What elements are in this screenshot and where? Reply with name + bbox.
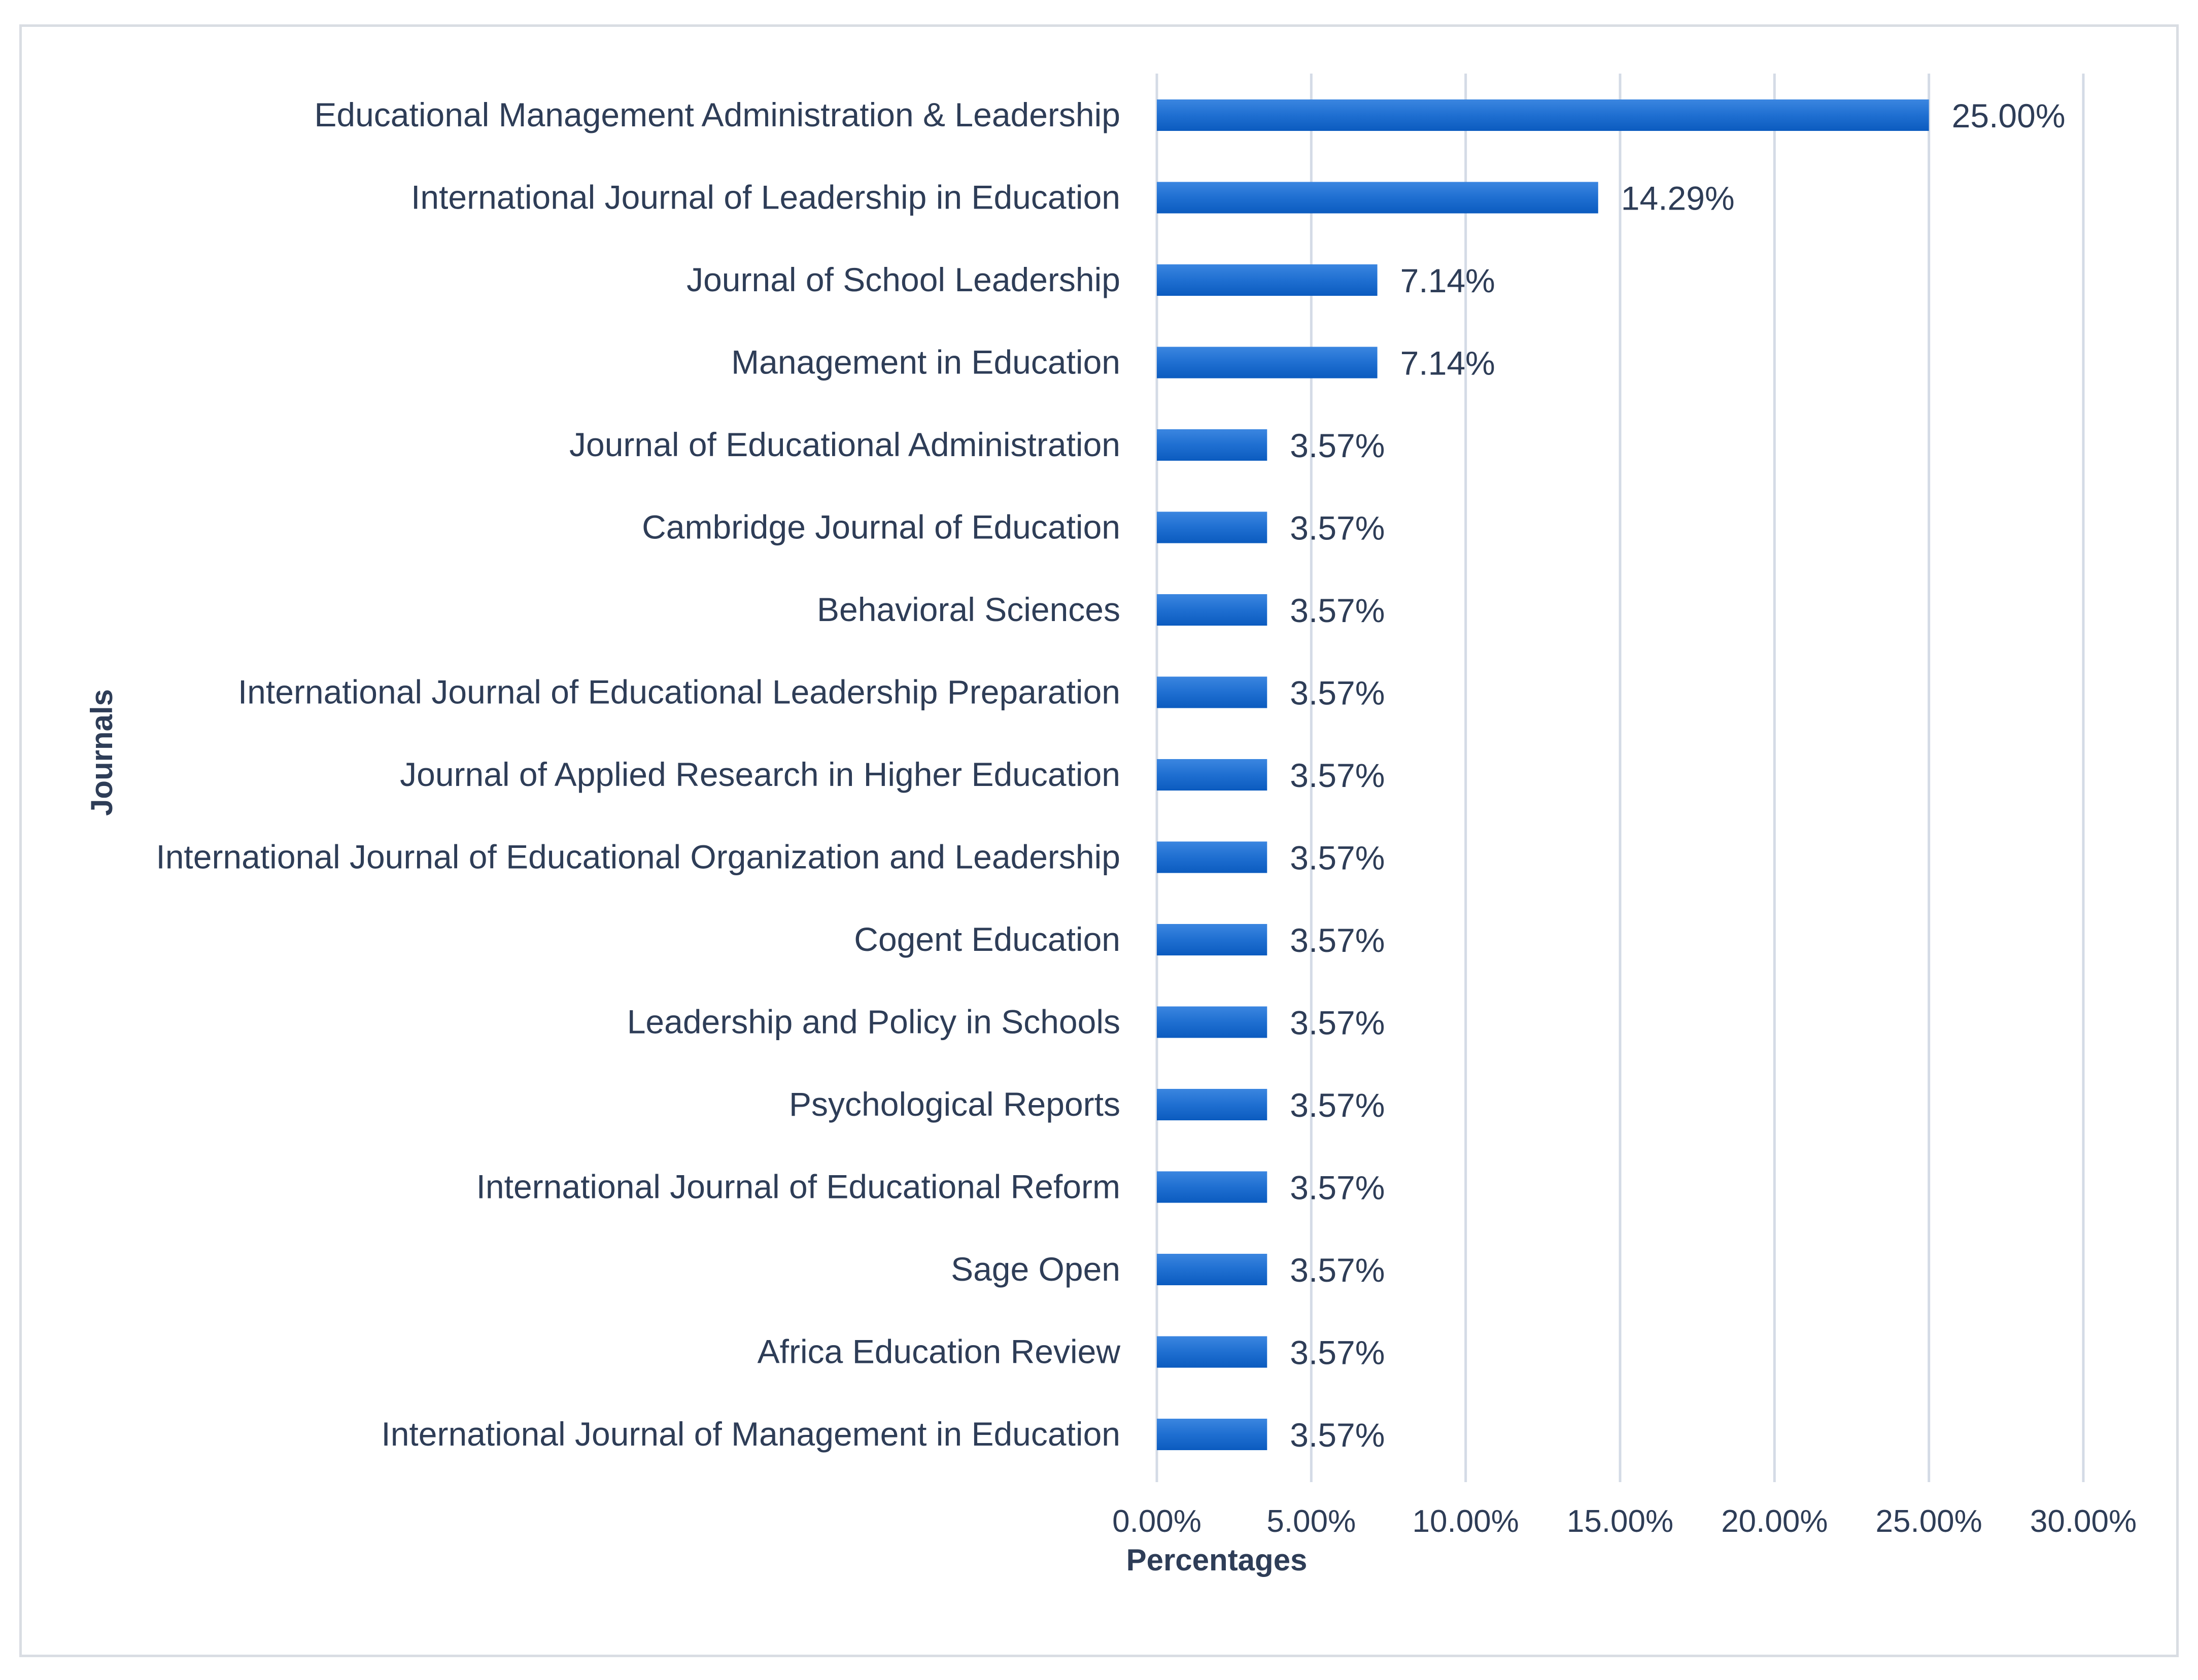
data-label: 3.57%: [1290, 757, 1385, 794]
gridlines: [1155, 74, 2085, 1482]
bars: [1157, 99, 1929, 1450]
bar: [1157, 511, 1267, 543]
category-label: Educational Management Administration & …: [314, 96, 1120, 133]
data-label: 3.57%: [1290, 1169, 1385, 1207]
category-label: Leadership and Policy in Schools: [627, 1003, 1120, 1041]
bar: [1157, 594, 1267, 626]
y-axis-title: Journals: [85, 689, 119, 816]
data-label: 3.57%: [1290, 592, 1385, 629]
data-label: 3.57%: [1290, 1251, 1385, 1289]
bar: [1157, 1089, 1267, 1120]
data-labels: 25.00% 14.29% 7.14% 7.14% 3.57% 3.57% 3.57% 3.5…: [1290, 97, 2065, 1454]
x-tick-label: 5.00%: [1266, 1504, 1356, 1539]
x-tick-label: 10.00%: [1413, 1504, 1519, 1539]
category-label: Sage Open: [951, 1250, 1120, 1288]
category-label: International Journal of Leadership in E…: [411, 179, 1120, 216]
data-label: 7.14%: [1400, 345, 1495, 382]
x-tick-label: 30.00%: [2030, 1504, 2137, 1539]
category-label: International Journal of Educational Org…: [156, 838, 1120, 876]
category-label: International Journal of Educational Lea…: [238, 673, 1120, 711]
category-label: Behavioral Sciences: [817, 591, 1120, 628]
bar: [1157, 1419, 1267, 1450]
data-label: 14.29%: [1621, 180, 1735, 217]
data-label: 3.57%: [1290, 674, 1385, 712]
category-label: International Journal of Educational Ref…: [476, 1168, 1120, 1206]
bar: [1157, 1254, 1267, 1285]
category-labels: Educational Management Administration & …: [156, 96, 1120, 1453]
x-tick-label: 20.00%: [1721, 1504, 1828, 1539]
data-label: 3.57%: [1290, 1004, 1385, 1042]
data-label: 3.57%: [1290, 1334, 1385, 1372]
category-label: Cogent Education: [854, 920, 1120, 958]
data-label: 25.00%: [1952, 97, 2066, 134]
data-label: 3.57%: [1290, 1086, 1385, 1124]
bar: [1157, 347, 1378, 379]
bar: [1157, 264, 1378, 296]
category-label: Africa Education Review: [758, 1333, 1121, 1370]
x-tick-label: 25.00%: [1876, 1504, 1982, 1539]
category-label: Journal of School Leadership: [686, 261, 1120, 298]
bar: [1157, 429, 1267, 461]
data-label: 3.57%: [1290, 509, 1385, 547]
bar: [1157, 1006, 1267, 1038]
x-tick-label: 0.00%: [1112, 1504, 1201, 1539]
data-label: 3.57%: [1290, 839, 1385, 877]
category-label: Cambridge Journal of Education: [642, 508, 1120, 546]
x-tick-labels: 0.00% 5.00% 10.00% 15.00% 20.00% 25.00% 30.00%: [1112, 1504, 2137, 1539]
x-axis-title: Percentages: [1126, 1543, 1308, 1577]
bar: [1157, 182, 1598, 214]
category-label: Journal of Applied Research in Higher Ed…: [400, 756, 1120, 793]
x-tick-label: 15.00%: [1567, 1504, 1673, 1539]
bar: [1157, 924, 1267, 955]
chart-frame: Educational Management Administration & …: [19, 24, 2179, 1657]
data-label: 7.14%: [1400, 262, 1495, 299]
category-label: International Journal of Management in E…: [381, 1415, 1120, 1453]
category-label: Journal of Educational Administration: [569, 426, 1120, 463]
data-label: 3.57%: [1290, 427, 1385, 464]
bar: [1157, 759, 1267, 791]
data-label: 3.57%: [1290, 1416, 1385, 1454]
category-label: Management in Education: [731, 344, 1120, 381]
bar: [1157, 841, 1267, 873]
category-label: Psychological Reports: [789, 1085, 1120, 1123]
bar: [1157, 676, 1267, 708]
bar: [1157, 1336, 1267, 1368]
data-label: 3.57%: [1290, 921, 1385, 959]
bar-chart: Educational Management Administration & …: [85, 74, 2137, 1577]
bar: [1157, 99, 1929, 131]
bar: [1157, 1171, 1267, 1203]
